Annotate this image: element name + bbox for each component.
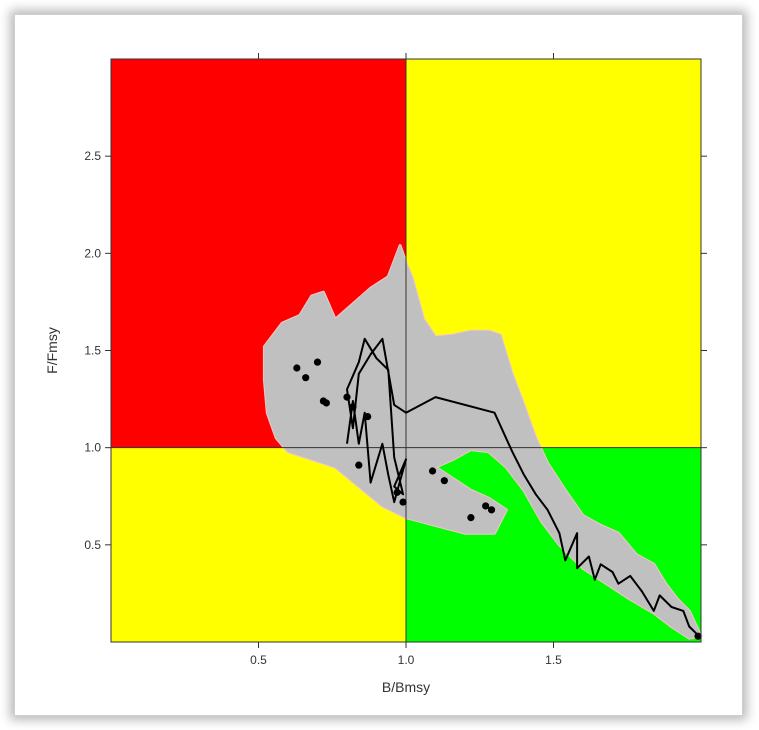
data-point-9	[355, 461, 363, 469]
data-point-13	[440, 477, 448, 485]
x-tick-label: 1.5	[545, 653, 562, 667]
data-point-14	[467, 514, 475, 522]
data-point-10	[393, 488, 401, 496]
trajectory-line	[346, 337, 702, 639]
data-point-5	[322, 399, 330, 407]
data-point-1	[293, 364, 301, 372]
data-point-8	[364, 412, 372, 421]
data-point-2	[302, 374, 310, 382]
data-point-7	[349, 403, 357, 411]
data-point-17	[694, 632, 702, 640]
phase-plot: 0.5 1.0 1.5 0.5 1.0 1.5 2.0 2.5 B/Bmsy F/Fmsy	[44, 53, 707, 695]
x-tick-label: 0.5	[250, 653, 267, 667]
data-point-15	[482, 502, 490, 510]
reference-lines	[111, 59, 701, 642]
y-tick-label: 1.0	[84, 441, 101, 455]
y-tick-label: 2.0	[84, 246, 101, 260]
x-axis-label: B/Bmsy	[382, 679, 430, 695]
y-tick-label: 0.5	[84, 538, 101, 552]
data-point-16	[487, 506, 496, 514]
chart-card: 0.5 1.0 1.5 0.5 1.0 1.5 2.0 2.5 B/Bmsy F/Fmsy	[14, 14, 743, 716]
x-tick-label: 1.0	[398, 653, 415, 667]
y-tick-label: 1.5	[84, 344, 101, 358]
data-point-3	[313, 358, 322, 366]
series-layer	[293, 337, 702, 640]
tick-layer: 0.5 1.0 1.5 0.5 1.0 1.5 2.0 2.5	[84, 53, 707, 667]
data-point-6	[343, 393, 351, 401]
data-point-11	[399, 498, 407, 506]
data-point-12	[428, 467, 437, 475]
y-axis-label: F/Fmsy	[44, 327, 60, 374]
y-tick-label: 2.5	[84, 149, 101, 163]
